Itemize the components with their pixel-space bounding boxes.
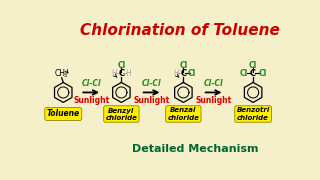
Text: Cl: Cl bbox=[249, 61, 257, 70]
Text: CH: CH bbox=[55, 69, 66, 78]
Text: Cl-Cl: Cl-Cl bbox=[142, 79, 161, 88]
Text: Cl: Cl bbox=[188, 69, 196, 78]
Text: Cl: Cl bbox=[179, 61, 188, 70]
Text: Sunlight: Sunlight bbox=[73, 96, 109, 105]
Text: Cl: Cl bbox=[258, 69, 267, 78]
Text: H: H bbox=[112, 69, 117, 78]
Text: Cl-Cl: Cl-Cl bbox=[81, 79, 101, 88]
Text: Sunlight: Sunlight bbox=[133, 96, 170, 105]
Text: Benzotri
chloride: Benzotri chloride bbox=[236, 107, 270, 120]
Text: Cl: Cl bbox=[117, 61, 125, 70]
Text: Cl-Cl: Cl-Cl bbox=[204, 79, 223, 88]
Text: H: H bbox=[173, 69, 179, 78]
Text: C: C bbox=[250, 69, 256, 78]
Text: C: C bbox=[180, 69, 187, 78]
Text: Toluene: Toluene bbox=[47, 109, 80, 118]
Text: Sunlight: Sunlight bbox=[196, 96, 232, 105]
Text: Benzal
chloride: Benzal chloride bbox=[167, 107, 199, 120]
Text: Detailed Mechanism: Detailed Mechanism bbox=[132, 144, 258, 154]
Text: 3: 3 bbox=[64, 73, 67, 78]
Text: C: C bbox=[118, 69, 124, 78]
Text: Cl: Cl bbox=[240, 69, 248, 78]
Text: Benzyl
chloride: Benzyl chloride bbox=[105, 107, 137, 120]
Text: Chlorination of Toluene: Chlorination of Toluene bbox=[80, 23, 279, 38]
Text: H: H bbox=[125, 69, 131, 78]
